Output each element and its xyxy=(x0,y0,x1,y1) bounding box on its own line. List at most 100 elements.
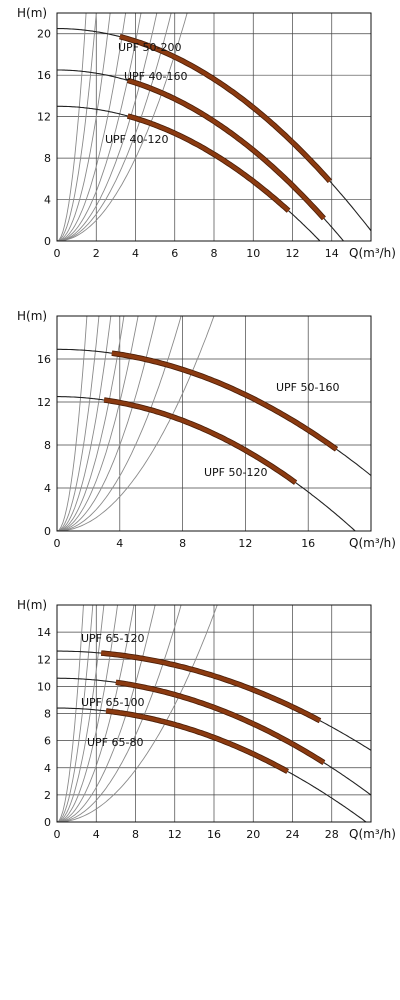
x-tick-label: 8 xyxy=(179,537,186,550)
y-tick-label: 0 xyxy=(44,525,51,538)
system-curve xyxy=(57,13,172,241)
system-curve xyxy=(57,316,100,531)
system-curve xyxy=(57,13,188,241)
y-tick-label: 0 xyxy=(44,816,51,829)
system-curve xyxy=(57,316,157,531)
series-label: UPF 50-200 xyxy=(118,41,181,54)
x-tick-label: 28 xyxy=(325,828,339,841)
plot-frame xyxy=(56,315,372,532)
system-curve xyxy=(57,13,111,241)
x-tick-label: 12 xyxy=(286,247,300,260)
y-tick-label: 8 xyxy=(44,152,51,165)
y-tick-label: 20 xyxy=(37,28,51,41)
plot-area xyxy=(57,605,371,822)
y-tick-label: 12 xyxy=(37,396,51,409)
system-curve xyxy=(57,316,112,531)
y-tick-label: 4 xyxy=(44,194,51,207)
y-tick-label: 14 xyxy=(37,626,51,639)
system-curve xyxy=(57,316,88,531)
system-curve xyxy=(57,316,182,531)
x-tick-label: 10 xyxy=(246,247,260,260)
operating-band xyxy=(101,651,321,723)
x-tick-label: 8 xyxy=(211,247,218,260)
operating-band xyxy=(115,680,325,765)
y-tick-label: 6 xyxy=(44,735,51,748)
y-tick-label: 8 xyxy=(44,439,51,452)
plot-area xyxy=(57,13,371,241)
system-curve xyxy=(57,316,215,531)
x-tick-label: 8 xyxy=(132,828,139,841)
system-curve xyxy=(57,316,125,531)
plot-frame xyxy=(56,12,372,242)
y-axis-label: H(m) xyxy=(17,309,47,323)
system-curve xyxy=(57,605,118,822)
y-tick-label: 8 xyxy=(44,708,51,721)
x-tick-label: 4 xyxy=(116,537,123,550)
series-label: UPF 40-120 xyxy=(105,133,168,146)
x-tick-label: 14 xyxy=(325,247,339,260)
x-axis-label: Q(m³/h) xyxy=(349,827,396,841)
system-curve xyxy=(57,316,139,531)
operating-band xyxy=(111,351,338,451)
x-tick-label: 4 xyxy=(93,828,100,841)
system-curve xyxy=(57,13,142,241)
operating-band xyxy=(105,709,289,774)
x-tick-label: 12 xyxy=(168,828,182,841)
operating-band xyxy=(103,398,297,485)
x-tick-label: 6 xyxy=(171,247,178,260)
system-curve xyxy=(57,605,156,822)
y-tick-label: 4 xyxy=(44,482,51,495)
y-axis-label: H(m) xyxy=(17,6,47,20)
operating-band xyxy=(119,34,332,183)
chart-upf-65: H(m) Q(m³/h) UPF 65-120 UPF 65-100 UPF 65-… xyxy=(17,598,396,841)
x-tick-label: 16 xyxy=(301,537,315,550)
operating-band xyxy=(127,78,326,220)
y-tick-label: 2 xyxy=(44,789,51,802)
series-label: UPF 65-120 xyxy=(81,632,144,645)
system-curve xyxy=(57,605,105,822)
y-tick-label: 12 xyxy=(37,111,51,124)
operating-band-outline xyxy=(111,350,339,452)
x-tick-label: 0 xyxy=(54,828,61,841)
y-tick-label: 10 xyxy=(37,680,51,693)
pump-curve xyxy=(57,707,367,822)
x-tick-label: 20 xyxy=(246,828,260,841)
series-label: UPF 65-100 xyxy=(81,696,144,709)
chart-upf-50: H(m) Q(m³/h) UPF 50-160 UPF 50-120 0 4 8 12 16… xyxy=(17,309,396,550)
system-curve xyxy=(57,605,84,822)
y-tick-label: 16 xyxy=(37,353,51,366)
x-tick-label: 0 xyxy=(54,537,61,550)
operating-band xyxy=(127,114,290,213)
y-tick-label: 16 xyxy=(37,69,51,82)
system-curve xyxy=(57,605,135,822)
plot-frame xyxy=(56,604,372,823)
plot-area xyxy=(57,316,371,531)
operating-band-outline xyxy=(126,113,291,213)
system-curve xyxy=(57,605,182,822)
operating-band-outline xyxy=(126,77,326,221)
pump-curve xyxy=(57,69,344,241)
x-tick-label: 2 xyxy=(93,247,100,260)
system-curve xyxy=(57,605,94,822)
x-axis-label: Q(m³/h) xyxy=(349,536,396,550)
x-tick-label: 16 xyxy=(207,828,221,841)
pump-curve xyxy=(57,396,356,531)
series-label: UPF 65-80 xyxy=(87,736,143,749)
x-tick-label: 0 xyxy=(54,247,61,260)
chart-upf-40-50: H(m) Q(m³/h) UPF 50-200 UPF 40-160 UPF 40-… xyxy=(17,6,396,260)
series-label: UPF 50-120 xyxy=(204,466,267,479)
series-label: UPF 50-160 xyxy=(276,381,339,394)
system-curve xyxy=(57,13,87,241)
system-curve xyxy=(57,13,97,241)
y-tick-label: 12 xyxy=(37,653,51,666)
system-curve xyxy=(57,605,218,822)
x-axis-label: Q(m³/h) xyxy=(349,246,396,260)
y-tick-label: 0 xyxy=(44,235,51,248)
system-curve xyxy=(57,13,158,241)
y-axis-label: H(m) xyxy=(17,598,47,612)
x-tick-label: 24 xyxy=(286,828,300,841)
x-tick-label: 12 xyxy=(238,537,252,550)
system-curve xyxy=(57,13,127,241)
series-label: UPF 40-160 xyxy=(124,70,187,83)
